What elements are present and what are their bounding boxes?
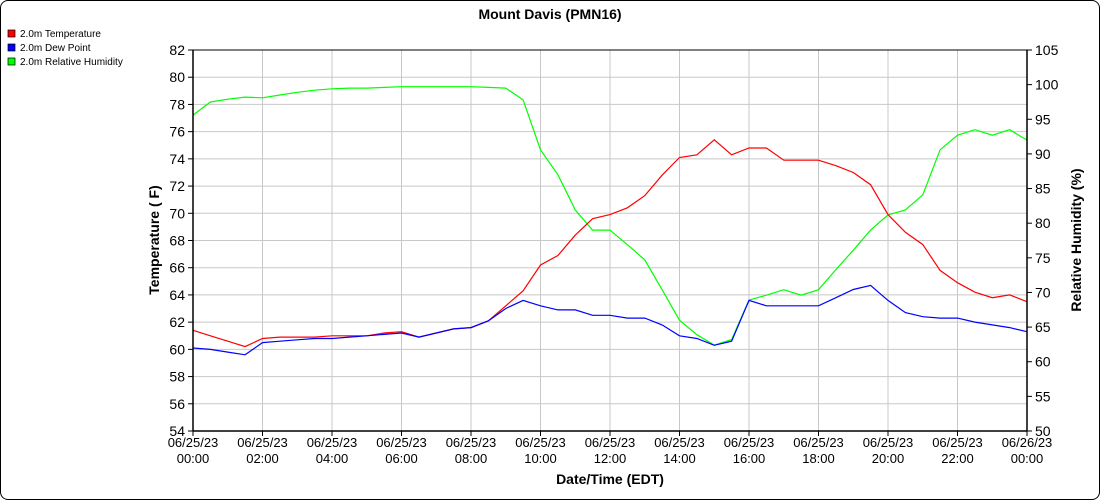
- y2-tick-label: 100: [1035, 77, 1059, 93]
- x-tick-label-date: 06/25/23: [932, 435, 983, 450]
- x-tick-label-time: 12:00: [594, 451, 627, 466]
- y-tick-label: 58: [169, 369, 185, 385]
- y2-tick-label: 75: [1035, 250, 1051, 266]
- legend-label-dew-point: 2.0m Dew Point: [20, 43, 91, 54]
- x-tick-label-time: 04:00: [316, 451, 349, 466]
- legend-swatch-temperature: [7, 29, 16, 38]
- y-axis-label: Temperature ( F): [146, 185, 162, 294]
- x-tick-label-date: 06/25/23: [376, 435, 427, 450]
- y2-tick-label: 55: [1035, 388, 1051, 404]
- y2-tick-label: 90: [1035, 146, 1051, 162]
- x-tick-label-time: 06:00: [385, 451, 418, 466]
- x-tick-label-date: 06/25/23: [585, 435, 636, 450]
- y-tick-label: 80: [169, 69, 185, 85]
- x-tick-label-date: 06/25/23: [724, 435, 775, 450]
- y2-tick-label: 60: [1035, 354, 1051, 370]
- x-tick-label-time: 22:00: [941, 451, 974, 466]
- x-tick-label-time: 20:00: [872, 451, 905, 466]
- x-axis-label: Date/Time (EDT): [556, 471, 664, 487]
- y2-tick-label: 105: [1035, 42, 1059, 58]
- y-tick-label: 74: [169, 151, 185, 167]
- y2-tick-label: 65: [1035, 319, 1051, 335]
- legend-label-temperature: 2.0m Temperature: [20, 29, 101, 40]
- y-tick-label: 66: [169, 260, 185, 276]
- x-tick-label-date: 06/25/23: [446, 435, 497, 450]
- y2-axis-label: Relative Humidity (%): [1068, 168, 1084, 311]
- y2-tick-label: 85: [1035, 181, 1051, 197]
- x-tick-label-time: 00:00: [1011, 451, 1044, 466]
- y-tick-label: 78: [169, 96, 185, 112]
- y-tick-label: 70: [169, 205, 185, 221]
- x-tick-label-time: 18:00: [802, 451, 835, 466]
- y-tick-label: 56: [169, 396, 185, 412]
- legend-label-humidity: 2.0m Relative Humidity: [20, 57, 123, 68]
- x-tick-label-date: 06/25/23: [863, 435, 914, 450]
- y-tick-label: 82: [169, 42, 185, 58]
- x-tick-label-time: 10:00: [524, 451, 557, 466]
- chart-title: Mount Davis (PMN16): [478, 6, 621, 22]
- x-tick-label-date: 06/26/23: [1002, 435, 1053, 450]
- y-tick-label: 76: [169, 124, 185, 140]
- y-tick-label: 54: [169, 423, 185, 439]
- series-line-2-0m-dew-point: [192, 284, 1028, 356]
- y-tick-label: 62: [169, 314, 185, 330]
- x-tick-label-time: 16:00: [733, 451, 766, 466]
- x-tick-label-date: 06/25/23: [168, 435, 219, 450]
- x-tick-label-date: 06/25/23: [793, 435, 844, 450]
- y-tick-label: 68: [169, 233, 185, 249]
- y2-tick-label: 70: [1035, 284, 1051, 300]
- y-tick-label: 64: [169, 287, 185, 303]
- y2-tick-label: 95: [1035, 111, 1051, 127]
- y2-tick-label: 50: [1035, 423, 1051, 439]
- legend-swatch-dew-point: [7, 43, 16, 52]
- x-tick-label-time: 14:00: [663, 451, 696, 466]
- series-line-2-0m-temperature: [192, 139, 1028, 348]
- x-tick-label-date: 06/25/23: [515, 435, 566, 450]
- y-tick-label: 72: [169, 178, 185, 194]
- y2-tick-label: 80: [1035, 215, 1051, 231]
- legend: 2.0m Temperature 2.0m Dew Point 2.0m Rel…: [7, 29, 123, 68]
- y-tick-label: 60: [169, 341, 185, 357]
- x-tick-label-time: 08:00: [455, 451, 488, 466]
- legend-swatch-humidity: [7, 57, 16, 66]
- x-tick-label-date: 06/25/23: [307, 435, 358, 450]
- x-tick-label-date: 06/25/23: [654, 435, 705, 450]
- x-tick-label-date: 06/25/23: [237, 435, 288, 450]
- x-tick-label-time: 00:00: [177, 451, 210, 466]
- x-tick-label-time: 02:00: [246, 451, 279, 466]
